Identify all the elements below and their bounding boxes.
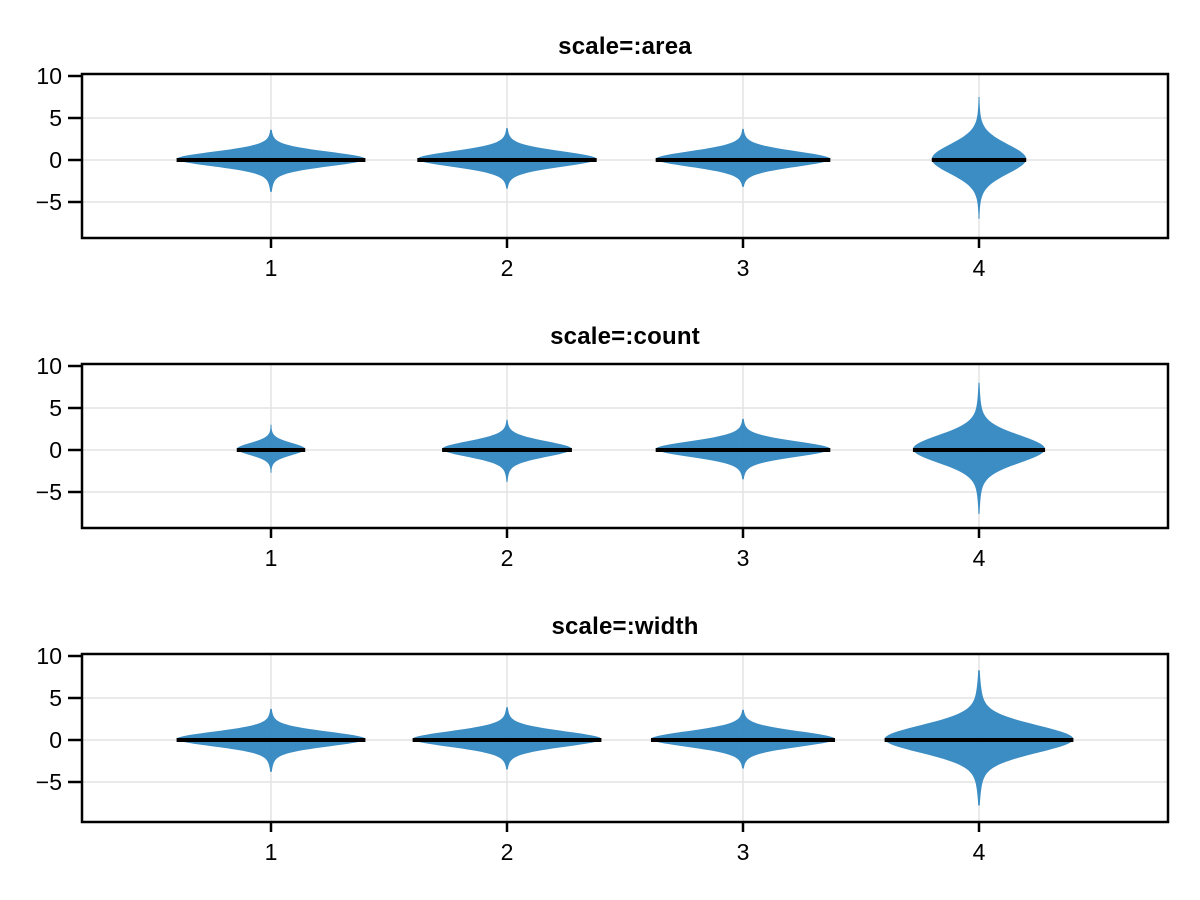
x-tick-label: 3 <box>737 839 750 865</box>
x-tick-label: 4 <box>973 255 986 281</box>
axis-labels: 1 2 3 4 10 5 0 −5 <box>36 643 986 865</box>
subplot-title-count: scale=:count <box>550 323 700 350</box>
x-tick-label: 3 <box>737 255 750 281</box>
axis-ticks <box>68 654 981 832</box>
x-tick-label: 1 <box>265 545 278 571</box>
plot-frame <box>80 72 1170 240</box>
violins <box>176 670 1074 806</box>
y-tick-label: 10 <box>36 643 62 669</box>
y-tick-label: 10 <box>36 63 62 89</box>
y-tick-label: 5 <box>49 395 62 421</box>
plot-frame <box>80 362 1170 530</box>
y-tick-label: 5 <box>49 685 62 711</box>
axis-labels: 1 2 3 4 10 5 0 −5 <box>36 63 986 281</box>
violins <box>176 97 1027 219</box>
y-tick-label: 0 <box>49 437 62 463</box>
axis-ticks <box>68 74 981 248</box>
subplot-0: 1 2 3 4 10 5 0 −5 <box>36 63 1170 281</box>
y-tick-label: 0 <box>49 147 62 173</box>
subplot-1: 1 2 3 4 10 5 0 −5 <box>36 353 1170 571</box>
y-tick-label: 0 <box>49 727 62 753</box>
violins <box>236 382 1046 514</box>
axis-labels: 1 2 3 4 10 5 0 −5 <box>36 353 986 571</box>
subplot-title-area: scale=:area <box>558 33 692 60</box>
x-tick-label: 3 <box>737 545 750 571</box>
y-tick-label: 10 <box>36 353 62 379</box>
x-tick-label: 4 <box>973 839 986 865</box>
subplot-title-width: scale=:width <box>551 613 699 640</box>
x-tick-label: 2 <box>501 545 514 571</box>
x-tick-label: 1 <box>265 839 278 865</box>
violin-category-3 <box>655 128 831 187</box>
x-tick-label: 2 <box>501 839 514 865</box>
y-tick-label: −5 <box>36 189 62 215</box>
violin-category-4 <box>884 670 1074 806</box>
violin-category-4 <box>931 97 1027 219</box>
y-tick-label: −5 <box>36 479 62 505</box>
y-tick-label: 5 <box>49 105 62 131</box>
axis-ticks <box>68 364 981 538</box>
y-tick-label: −5 <box>36 769 62 795</box>
x-tick-label: 2 <box>501 255 514 281</box>
x-tick-label: 4 <box>973 545 986 571</box>
x-tick-label: 1 <box>265 255 278 281</box>
subplot-2: 1 2 3 4 10 5 0 −5 <box>36 643 1170 865</box>
plot-frame <box>80 652 1170 824</box>
